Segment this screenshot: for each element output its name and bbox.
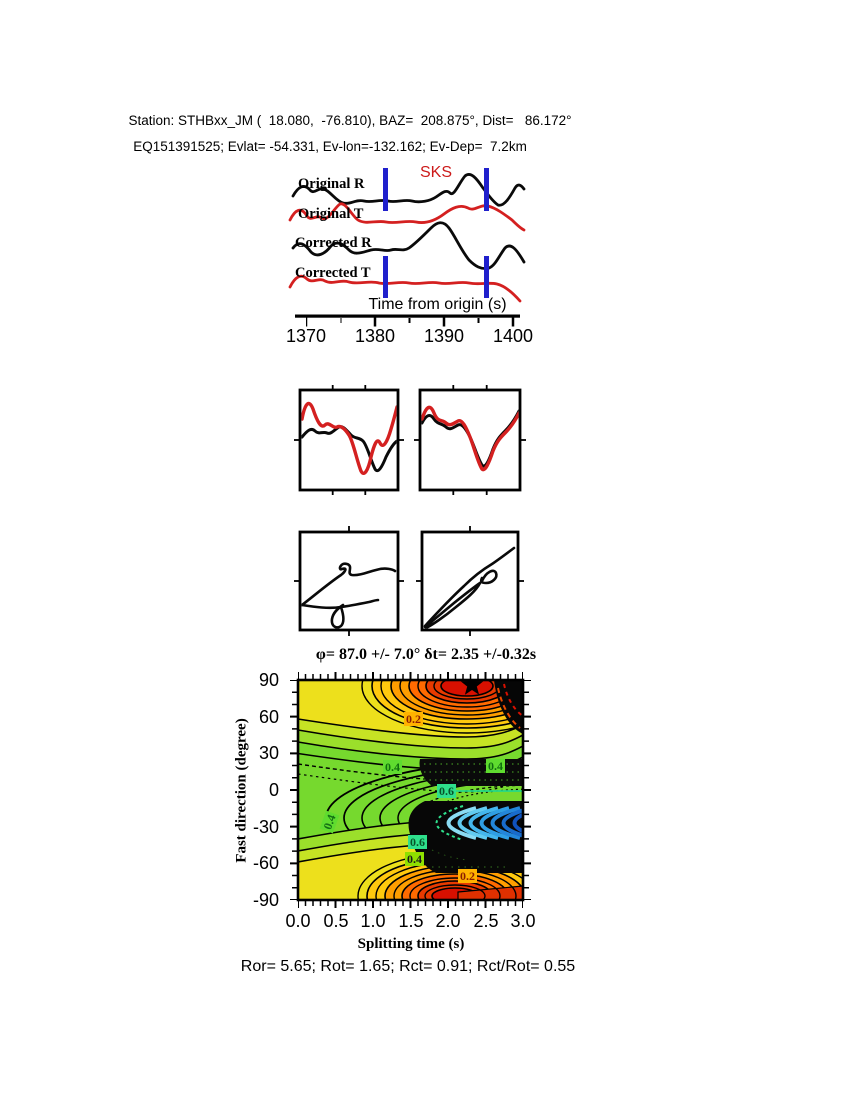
corrected-particle-motion	[423, 546, 516, 629]
xtick-15: 1.5	[398, 911, 424, 931]
xtick-25: 2.5	[473, 911, 499, 931]
original-t-trace	[288, 202, 526, 232]
contour-label-04-lower: 0.4	[405, 852, 424, 866]
time-tick-1370: 1370	[285, 326, 327, 346]
trace-label-corrected-r: Corrected R	[295, 235, 372, 251]
contour-label-02-lower: 0.2	[458, 869, 477, 883]
ytick-60: 60	[258, 707, 279, 727]
contour-title: φ= 87.0 +/- 7.0° δt= 2.35 +/-0.32s	[315, 646, 537, 663]
top-right-dense-region	[494, 680, 523, 734]
top-energy-core	[361, 680, 523, 734]
station-header-line: Station: STHBxx_JM ( 18.080, -76.810), B…	[128, 113, 572, 128]
splitting-time-axis-label: Splitting time (s)	[357, 936, 465, 952]
time-axis-line	[295, 314, 520, 318]
particle-motion-panels	[294, 526, 524, 636]
xtick-05: 0.5	[323, 911, 349, 931]
contour-label-06-mid: 0.6	[437, 784, 456, 798]
contour-label-06-lower: 0.6	[408, 835, 427, 849]
time-axis-label: Time from origin (s)	[368, 296, 507, 313]
contour-label-04-mid-left: 0.4	[383, 760, 402, 774]
ytick-n90: -90	[252, 890, 279, 910]
ytick-n60: -60	[252, 853, 279, 873]
event-header-line: EQ151391525; Evlat= -54.331, Ev-lon=-132…	[133, 139, 527, 154]
original-particle-motion	[301, 562, 397, 629]
minimum-blue-contours	[446, 806, 523, 840]
result-stats-line: Ror= 5.65; Rot= 1.65; Rct= 0.91; Rct/Rot…	[240, 958, 576, 975]
ytick-30: 30	[258, 743, 279, 763]
xtick-10: 1.0	[360, 911, 386, 931]
contour-label-04-mid-right: 0.4	[486, 759, 505, 773]
ytick-0: 0	[268, 780, 279, 800]
time-tick-1390: 1390	[423, 326, 465, 346]
trace-label-corrected-t: Corrected T	[295, 265, 371, 281]
xtick-00: 0.0	[285, 911, 311, 931]
error-surface-plot	[290, 672, 531, 908]
trace-label-original-r: Original R	[298, 176, 365, 192]
best-solution-star-icon	[460, 680, 484, 695]
xtick-30: 3.0	[510, 911, 536, 931]
phase-label-sks: SKS	[420, 164, 453, 181]
time-tick-1400: 1400	[492, 326, 534, 346]
contour-ticks	[290, 672, 531, 908]
ytick-n30: -30	[252, 817, 279, 837]
ytick-90: 90	[258, 670, 279, 690]
particle-box-ticks	[294, 526, 524, 636]
trace-label-original-t: Original T	[298, 206, 364, 222]
original-r-trace	[291, 173, 526, 207]
time-tick-1380: 1380	[354, 326, 396, 346]
corrected-overlay-box-content	[421, 405, 519, 472]
original-overlay-box-content	[301, 401, 397, 476]
sks-window-markers	[383, 168, 489, 298]
corrected-t-trace	[288, 274, 522, 303]
fast-slow-overlay-panels	[294, 385, 526, 495]
xtick-20: 2.0	[435, 911, 461, 931]
contour-label-02-top: 0.2	[404, 712, 423, 726]
seismogram-panel	[288, 168, 526, 327]
overlay-box-ticks	[294, 385, 526, 495]
